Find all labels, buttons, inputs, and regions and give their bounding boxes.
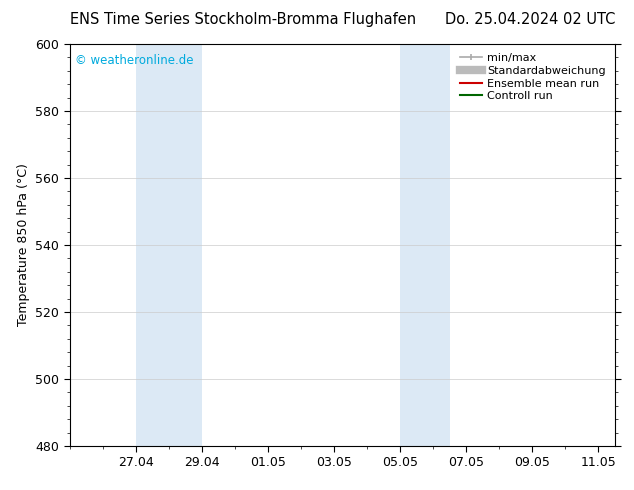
Legend: min/max, Standardabweichung, Ensemble mean run, Controll run: min/max, Standardabweichung, Ensemble me… [456,49,609,105]
Bar [400,44,450,446]
Text: © weatheronline.de: © weatheronline.de [75,54,194,67]
Text: Do. 25.04.2024 02 UTC: Do. 25.04.2024 02 UTC [444,12,615,27]
Bar [136,44,202,446]
Y-axis label: Temperature 850 hPa (°C): Temperature 850 hPa (°C) [16,164,30,326]
Text: ENS Time Series Stockholm-Bromma Flughafen: ENS Time Series Stockholm-Bromma Flughaf… [70,12,416,27]
